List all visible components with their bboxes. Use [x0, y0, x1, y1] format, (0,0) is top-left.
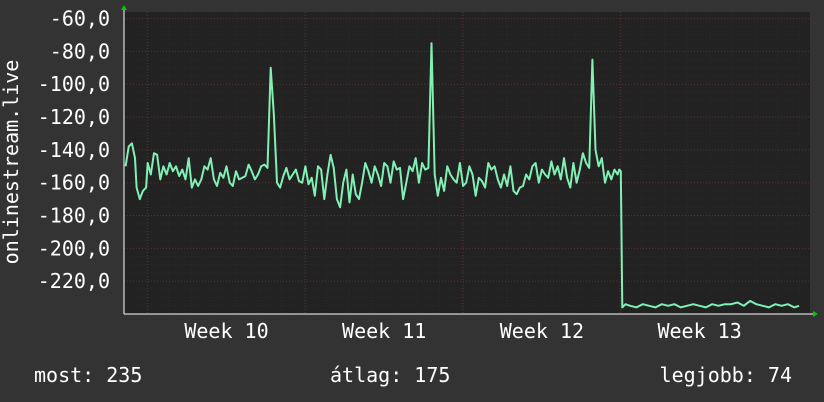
- x-tick-label: Week 11: [342, 319, 426, 343]
- y-tick-label: -60,0: [50, 7, 110, 31]
- current-value: 235: [106, 363, 143, 387]
- best-value: 74: [767, 363, 792, 387]
- y-tick-label: -160,0: [38, 171, 110, 195]
- x-tick-label: Week 13: [657, 319, 741, 343]
- axes: [121, 5, 818, 317]
- y-tick-label: -140,0: [38, 138, 110, 162]
- y-tick-label: -180,0: [38, 204, 110, 228]
- y-tick-label: -100,0: [38, 72, 110, 96]
- average-value: 175: [414, 363, 451, 387]
- average-stat: átlag: 175: [330, 362, 450, 388]
- current-stat: most: 235: [34, 362, 142, 388]
- line-chart: -60,0 -80,0 -100,0 -120,0 -140,0 -160,0 -180,0…: [0, 5, 818, 343]
- x-tick-label: Week 12: [500, 319, 584, 343]
- tick-labels: -60,0 -80,0 -100,0 -120,0 -140,0 -160,0 -180,0…: [38, 7, 742, 343]
- y-tick-label: -80,0: [50, 39, 110, 63]
- x-axis-arrow: [813, 311, 818, 317]
- y-axis-label: onlinestream.live: [0, 60, 23, 265]
- best-stat: legjobb: 74: [660, 362, 792, 388]
- current-label: most:: [34, 363, 95, 387]
- best-label: legjobb:: [659, 363, 756, 387]
- series-line: [124, 42, 800, 309]
- series-layer: [124, 42, 800, 309]
- y-tick-label: -220,0: [38, 269, 110, 293]
- plot-area: [124, 12, 810, 314]
- average-label: átlag:: [330, 363, 403, 387]
- y-tick-label: -200,0: [38, 236, 110, 260]
- y-tick-label: -120,0: [38, 105, 110, 129]
- y-axis-arrow: [121, 5, 127, 10]
- x-tick-label: Week 10: [184, 319, 268, 343]
